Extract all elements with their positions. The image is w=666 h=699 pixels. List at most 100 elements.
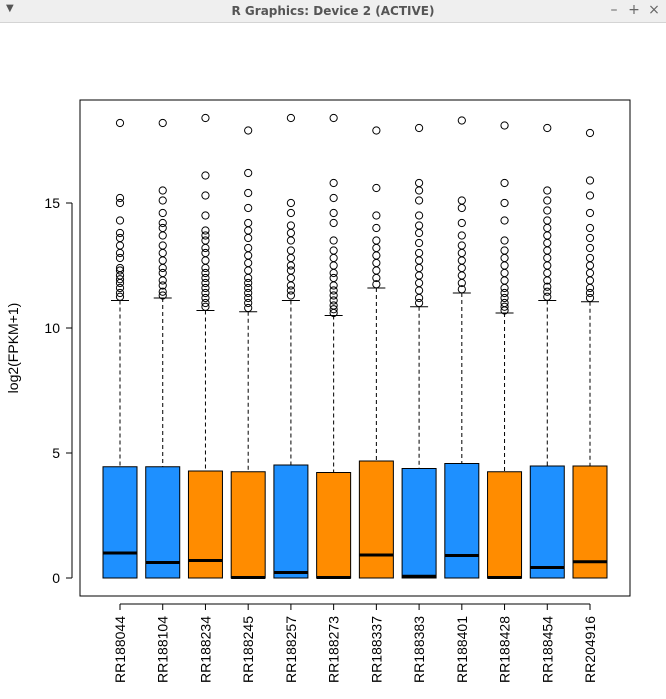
outlier-point	[414, 298, 424, 308]
outlier-point	[414, 293, 424, 303]
outlier-point	[286, 246, 296, 255]
outlier-point	[543, 253, 552, 263]
x-tick-label: RR204916	[582, 616, 598, 683]
outlier-point	[329, 208, 338, 218]
outlier-point	[201, 256, 210, 265]
plot-frame	[79, 99, 631, 597]
outlier-point	[372, 280, 381, 289]
outlier-point	[244, 218, 253, 228]
outlier-point	[414, 256, 424, 265]
outlier-point	[543, 246, 552, 255]
outlier-point	[329, 268, 338, 278]
outlier-point	[158, 231, 167, 240]
outlier-point	[500, 268, 509, 278]
y-tick-label: 5	[52, 445, 60, 461]
boxplot-chart: 0 5 10 15 log2(FPKM+1) RR188044 RR188104 RR1882…	[5, 99, 631, 683]
outlier-point	[414, 228, 424, 238]
outlier-point	[372, 223, 381, 233]
outlier-point	[115, 248, 125, 258]
minimize-button[interactable]: –	[610, 2, 618, 18]
outlier-point	[158, 256, 167, 265]
outlier-point	[500, 293, 509, 303]
outlier-point	[543, 261, 552, 270]
box	[401, 468, 437, 579]
outlier-point	[115, 241, 125, 250]
x-tick-label: RR188383	[411, 616, 427, 683]
outlier-point	[329, 246, 338, 255]
outlier-point	[158, 218, 167, 228]
outlier-point	[500, 302, 509, 311]
outlier-point	[115, 283, 125, 293]
outlier-point	[585, 276, 595, 285]
outlier-point	[543, 196, 552, 205]
outlier-point	[329, 253, 338, 263]
outlier-point	[372, 236, 381, 245]
outlier-point	[585, 261, 595, 270]
outlier-point	[543, 123, 552, 133]
outlier-point	[585, 283, 595, 293]
outlier-point	[244, 278, 253, 288]
outlier-point	[457, 263, 466, 273]
outlier-point	[201, 293, 210, 303]
outlier-point	[201, 302, 210, 311]
outlier-point	[585, 208, 595, 218]
outlier-point	[286, 221, 296, 230]
box	[358, 460, 394, 579]
outlier-point	[244, 251, 253, 260]
outlier-point	[115, 292, 125, 301]
outlier-point	[286, 291, 296, 300]
window-titlebar: ▼ R Graphics: Device 2 (ACTIVE) – + ×	[0, 0, 666, 23]
outlier-point	[201, 236, 210, 245]
outlier-point	[201, 263, 210, 273]
close-button[interactable]: ×	[648, 2, 660, 18]
outlier-point	[585, 233, 595, 243]
outlier-point	[201, 231, 210, 240]
box	[102, 466, 138, 579]
outlier-point	[201, 283, 210, 293]
maximize-button[interactable]: +	[628, 2, 640, 18]
outlier-point	[457, 196, 466, 205]
outlier-point	[585, 293, 595, 303]
outlier-point	[543, 292, 552, 301]
outlier-point	[158, 281, 167, 290]
outlier-point	[500, 261, 509, 270]
outlier-point	[414, 286, 424, 295]
box	[529, 465, 565, 579]
outlier-point	[500, 246, 509, 255]
outlier-point	[201, 191, 210, 200]
outlier-point	[244, 233, 253, 243]
outlier-point	[286, 266, 296, 275]
outlier-point	[414, 123, 424, 133]
box	[145, 466, 181, 579]
y-axis-label: log2(FPKM+1)	[5, 303, 21, 394]
outlier-point	[201, 278, 210, 288]
outlier-point	[329, 113, 338, 123]
outlier-point	[543, 186, 552, 195]
box	[230, 471, 266, 579]
outlier-point	[414, 178, 424, 188]
outlier-point	[585, 288, 595, 298]
outlier-point	[158, 208, 167, 218]
outlier-point	[457, 231, 466, 240]
outlier-point	[286, 253, 296, 263]
outlier-point	[500, 121, 509, 130]
chevron-down-icon[interactable]: ▼	[6, 3, 14, 14]
x-tick-label: RR188401	[454, 616, 470, 683]
outlier-point	[585, 128, 595, 138]
outlier-point	[414, 196, 424, 205]
outlier-point	[158, 241, 167, 250]
outlier-point	[372, 126, 381, 135]
box	[444, 463, 480, 579]
outlier-point	[372, 266, 381, 275]
outlier-point	[115, 118, 125, 128]
outlier-point	[158, 268, 167, 278]
outlier-point	[201, 226, 210, 235]
outlier-point	[329, 291, 338, 300]
outlier-point	[201, 243, 210, 253]
outlier-point	[543, 231, 552, 240]
x-tick-label: RR188044	[112, 616, 128, 683]
outlier-point	[286, 273, 296, 283]
box	[273, 464, 309, 579]
outlier-point	[500, 288, 509, 298]
outlier-point	[500, 298, 509, 308]
